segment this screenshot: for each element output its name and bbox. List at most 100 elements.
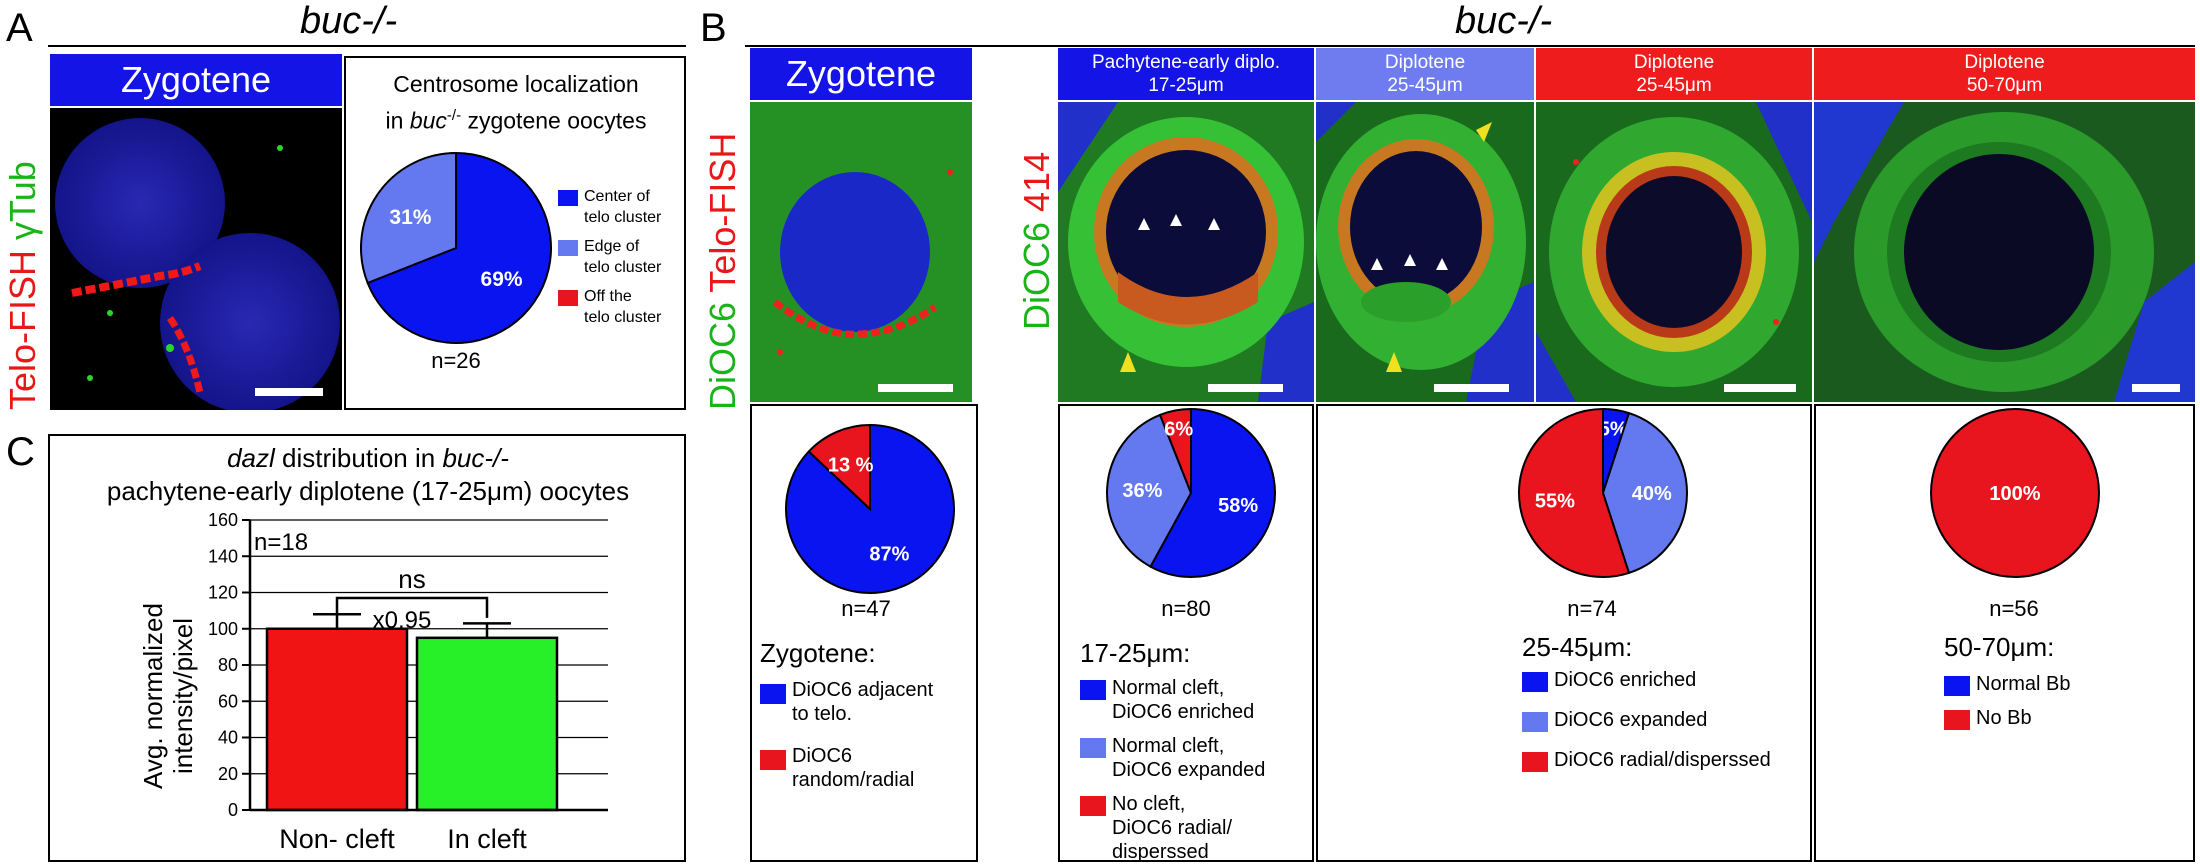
- legend-label: DiOC6 random/radial: [792, 745, 915, 791]
- stage-1-line1: Pachytene-early diplo.: [1092, 52, 1280, 73]
- legend-swatch: [760, 684, 786, 704]
- stage-4-line1: Diplotene: [1964, 52, 2045, 73]
- y-tick-label: 100: [208, 619, 238, 639]
- legend-label: DiOC6 enriched: [1554, 669, 1697, 691]
- n-pachytene: n=80: [1161, 596, 1211, 621]
- n-diplotene-25-45: n=74: [1567, 596, 1617, 621]
- pie-box-zygotene: 87% 13 % n=47 Zygotene: DiOC6 adjacent to…: [750, 404, 978, 862]
- stage-3-line1: Diplotene: [1633, 52, 1715, 73]
- stage-1-line2: 17-25μm: [1148, 75, 1224, 96]
- panel-c-title-line2: pachytene-early diplotene (17-25μm) oocy…: [106, 476, 630, 506]
- telo-fish-label-b: Telo-FISH: [702, 132, 743, 293]
- panel-b-genotype: buc-/-: [1455, 0, 1553, 42]
- legend-label: Normal cleft, DiOC6 enriched: [1112, 677, 1255, 723]
- panel-b-side-label: DiOC6 414: [1016, 152, 1058, 330]
- n-label: n=18: [254, 529, 308, 556]
- stage-2-line1: Diplotene: [1384, 52, 1466, 73]
- stage-4-line2: 50-70μm: [1966, 75, 2043, 96]
- panel-a-genotype: buc-/-: [300, 0, 398, 42]
- panel-a-n: n=26: [431, 348, 481, 373]
- scale-bar-diplotene-3: [2132, 384, 2180, 392]
- legend-label: DiOC6 expanded: [1554, 709, 1708, 731]
- ns-label: ns: [398, 564, 425, 594]
- bar: [415, 636, 559, 812]
- y-tick-label: 120: [208, 583, 238, 603]
- legend-label: Normal Bb: [1976, 673, 2071, 695]
- legend-swatch: [760, 750, 786, 770]
- pie-slice-label: 40%: [1632, 483, 1672, 505]
- micrograph-diplotene-1: [1316, 102, 1534, 402]
- pie-slice-label: 87%: [869, 544, 909, 566]
- stage-header-4: Diplotene 50-70μm: [1814, 48, 2195, 100]
- pie-slice: [1106, 413, 1193, 568]
- panel-b-rule: [745, 45, 2195, 47]
- panel-c-box: dazl distribution in buc-/- pachytene-ea…: [48, 434, 686, 862]
- pie-slice: [1149, 407, 1276, 578]
- label-414: 414: [1016, 151, 1057, 212]
- panel-c-title: dazl distribution in buc-/- pachytene-ea…: [50, 442, 686, 508]
- title-sup: -/-: [446, 107, 462, 124]
- legend-swatch: [1080, 680, 1106, 700]
- pie-pachytene: 58% 36% 6%: [1106, 407, 1276, 578]
- legend-swatch: [1522, 712, 1548, 732]
- scale-bar-diplotene-2: [1724, 384, 1796, 392]
- legend-title-diplotene-25-45: 25-45μm:: [1522, 632, 1633, 662]
- scale-bar-pachytene: [1208, 384, 1283, 392]
- dioc6-label: DiOC6: [702, 292, 743, 410]
- legend-swatch: [558, 290, 578, 306]
- panel-a-letter: A: [6, 6, 33, 50]
- legend-swatch: [1080, 738, 1106, 758]
- panel-a-pie-title: Centrosome localization in buc-/- zygote…: [346, 68, 686, 137]
- y-tick-label: 80: [218, 655, 238, 675]
- panel-a-pie-title-line1: Centrosome localization: [393, 71, 639, 97]
- title-dazl: dazl: [227, 443, 275, 473]
- micrograph-pachytene: [1058, 102, 1314, 402]
- title-post: zygotene oocytes: [461, 107, 647, 134]
- micrograph-diplotene-2: [1536, 102, 1812, 402]
- significance-bracket: [335, 596, 489, 618]
- dioc6-label-2: DiOC6: [1016, 211, 1057, 330]
- stage-3-line2: 25-45μm: [1636, 75, 1712, 96]
- panel-a-pie-box: Centrosome localization in buc-/- zygote…: [344, 56, 686, 410]
- legend-label: Center of telo cluster: [584, 188, 662, 226]
- pie-slice: [1518, 407, 1631, 578]
- panel-a-scale-bar: [255, 388, 323, 396]
- y-tick-label: 60: [218, 691, 238, 711]
- micrograph-diplotene-3: [1814, 102, 2195, 402]
- pie-slice: [1158, 407, 1192, 494]
- gamma-tub-label: γTub: [2, 161, 43, 240]
- pie-slice: [1930, 408, 2100, 578]
- legend-label: DiOC6 adjacent to telo.: [792, 679, 934, 725]
- pie-box-diplotene-25-45: 5% 40% 55% n=74 25-45μm: DiOC6 enriched DiO…: [1316, 404, 1812, 862]
- legend-swatch: [1080, 796, 1106, 816]
- scale-bar-diplotene-1: [1434, 384, 1509, 392]
- pie-slice: [1601, 411, 1688, 575]
- pie-box-pachytene: 58% 36% 6% n=80 17-25μm: Normal cleft, DiO…: [1058, 404, 1314, 863]
- title-gene: buc: [409, 107, 447, 134]
- pie-slice-label: 13 %: [828, 454, 874, 476]
- legend-title-zygotene: Zygotene:: [760, 638, 876, 668]
- legend-swatch: [558, 240, 578, 256]
- y-tick-label: 140: [208, 546, 238, 566]
- legend-label: DiOC6 radial/disperssed: [1554, 749, 1771, 771]
- legend-label: Off the telo cluster: [584, 288, 662, 326]
- panel-a-side-label: Telo-FISH γTub: [2, 161, 44, 410]
- legend-label: Normal cleft, DiOC6 expanded: [1112, 735, 1266, 781]
- telo-fish-label: Telo-FISH: [2, 239, 43, 410]
- stage-2-line2: 25-45μm: [1387, 75, 1463, 96]
- pie-slice-label: 100%: [1989, 483, 2040, 505]
- panel-c-letter: C: [6, 430, 35, 474]
- legend-swatch: [1944, 710, 1970, 730]
- pie-slice: [366, 151, 552, 344]
- stage-header-1: Pachytene-early diplo. 17-25μm: [1058, 48, 1314, 100]
- pie-slice-label: 69%: [481, 268, 523, 291]
- panel-b-zyg-side-label: DiOC6 Telo-FISH: [702, 133, 744, 410]
- x-tick-label: Non- cleft: [279, 824, 395, 854]
- pie-slice-label: 36%: [1122, 480, 1162, 502]
- y-tick-label: 40: [218, 728, 238, 748]
- stage-header-2: Diplotene 25-45μm: [1316, 48, 1534, 100]
- pie-slice-label: 55%: [1535, 491, 1575, 513]
- panel-b-zyg-stage-label: Zygotene: [785, 53, 937, 94]
- panel-a-pie: 69% 31%: [360, 151, 552, 344]
- panel-b-letter: B: [700, 6, 727, 50]
